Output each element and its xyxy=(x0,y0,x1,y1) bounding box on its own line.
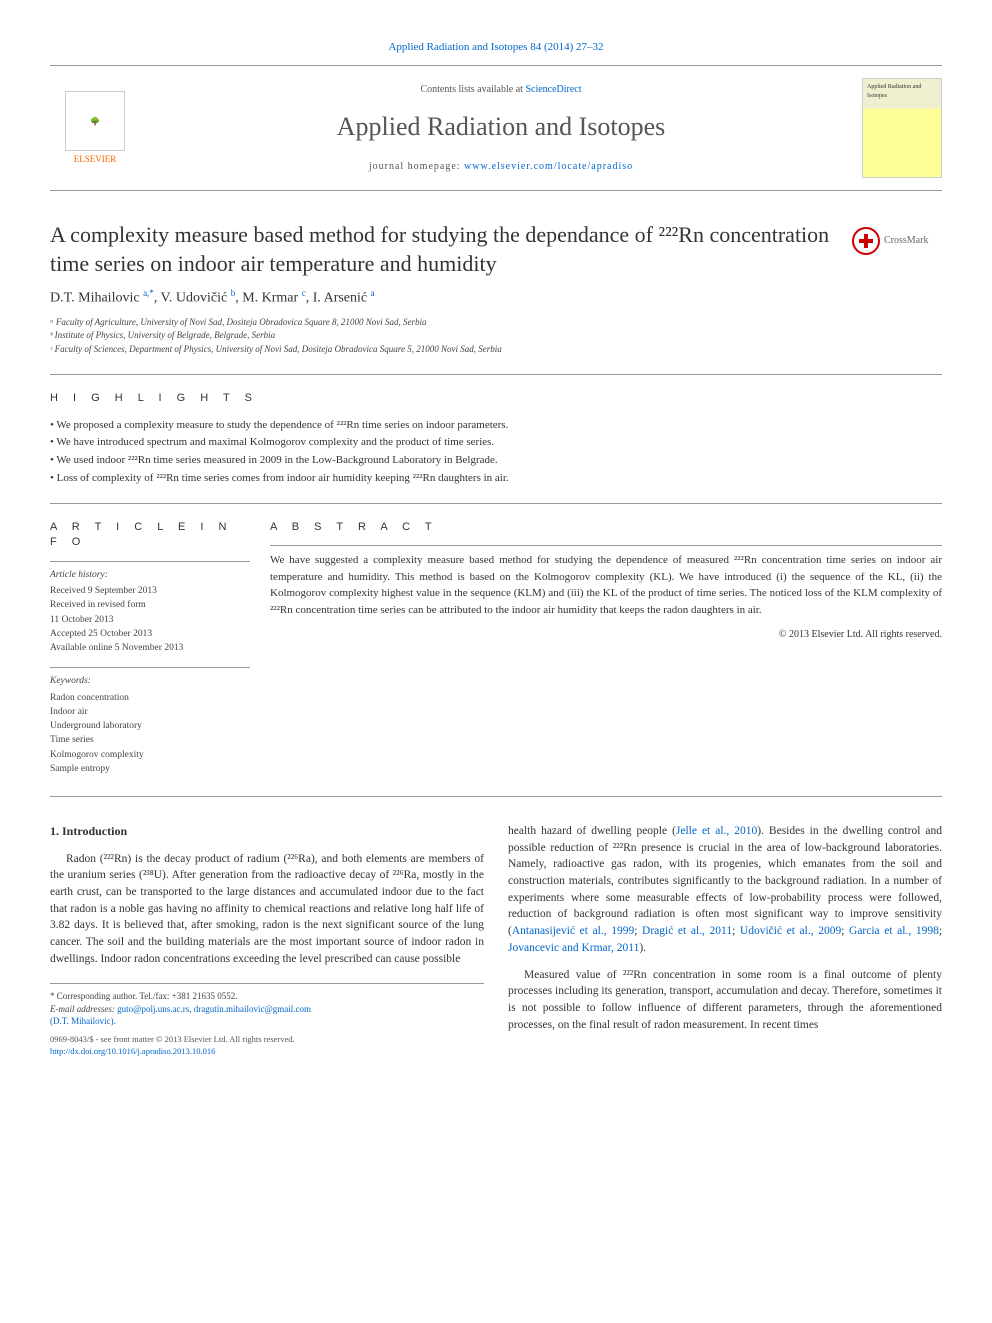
bottom-meta: 0969-8043/$ - see front matter © 2013 El… xyxy=(50,1034,484,1058)
history-line: 11 October 2013 xyxy=(50,613,250,627)
highlights-heading: H I G H L I G H T S xyxy=(50,391,942,406)
email-label: E-mail addresses: xyxy=(50,1004,117,1014)
crossmark-icon xyxy=(852,227,880,255)
homepage-prefix: journal homepage: xyxy=(369,161,464,172)
history-line: Accepted 25 October 2013 xyxy=(50,627,250,641)
intro-para-1: Radon (²²²Rn) is the decay product of ra… xyxy=(50,851,484,968)
abstract-heading: A B S T R A C T xyxy=(270,520,942,535)
affiliation: ᶜ Faculty of Sciences, Department of Phy… xyxy=(50,343,942,357)
journal-citation: Applied Radiation and Isotopes 84 (2014)… xyxy=(50,40,942,55)
footnotes: * Corresponding author. Tel./fax: +381 2… xyxy=(50,983,484,1028)
keyword: Indoor air xyxy=(50,705,250,719)
email-author: (D.T. Mihailovic). xyxy=(50,1016,116,1026)
issn-line: 0969-8043/$ - see front matter © 2013 El… xyxy=(50,1034,484,1046)
email-line: E-mail addresses: guto@polj.uns.ac.rs, d… xyxy=(50,1003,484,1016)
article-title: A complexity measure based method for st… xyxy=(50,221,852,278)
keyword: Kolmogorov complexity xyxy=(50,748,250,762)
publisher-name: ELSEVIER xyxy=(74,153,117,166)
crossmark-label: CrossMark xyxy=(884,234,928,248)
keyword: Radon concentration xyxy=(50,691,250,705)
keyword: Sample entropy xyxy=(50,762,250,776)
article-history: Article history: Received 9 September 20… xyxy=(50,561,250,656)
ref-dragic-2011[interactable]: Dragić et al., 2011 xyxy=(642,925,732,937)
ref-udovicic-2009[interactable]: Udovičić et al., 2009 xyxy=(740,925,841,937)
doi-link[interactable]: http://dx.doi.org/10.1016/j.apradiso.201… xyxy=(50,1046,215,1056)
keyword: Underground laboratory xyxy=(50,719,250,733)
keywords-label: Keywords: xyxy=(50,674,250,688)
ref-antanasijevic-1999[interactable]: Antanasijević et al., 1999 xyxy=(512,925,634,937)
history-label: Article history: xyxy=(50,568,250,582)
keywords-block: Keywords: Radon concentrationIndoor airU… xyxy=(50,667,250,776)
highlight-item: • We have introduced spectrum and maxima… xyxy=(50,434,942,452)
crossmark-badge[interactable]: CrossMark xyxy=(852,221,942,261)
abstract-text: We have suggested a complexity measure b… xyxy=(270,545,942,618)
affiliation: ᵇ Institute of Physics, University of Be… xyxy=(50,329,942,343)
highlight-item: • Loss of complexity of ²²²Rn time serie… xyxy=(50,470,942,488)
keyword: Time series xyxy=(50,733,250,747)
right-column: health hazard of dwelling people (Jelle … xyxy=(508,823,942,1058)
email-link-2[interactable]: dragutin.mihailovic@gmail.com xyxy=(194,1004,311,1014)
history-line: Received 9 September 2013 xyxy=(50,584,250,598)
affiliations: ᵃ Faculty of Agriculture, University of … xyxy=(50,316,942,357)
homepage-link[interactable]: www.elsevier.com/locate/apradiso xyxy=(464,161,633,172)
journal-name: Applied Radiation and Isotopes xyxy=(140,109,862,145)
email-link-1[interactable]: guto@polj.uns.ac.rs xyxy=(117,1004,189,1014)
body-columns: 1. Introduction Radon (²²²Rn) is the dec… xyxy=(50,823,942,1058)
elsevier-logo: 🌳 ELSEVIER xyxy=(50,83,140,173)
ref-garcia-1998[interactable]: Garcia et al., 1998 xyxy=(849,925,939,937)
article-info-heading: A R T I C L E I N F O xyxy=(50,520,250,551)
abstract-copyright: © 2013 Elsevier Ltd. All rights reserved… xyxy=(270,628,942,642)
authors: D.T. Mihailovic a,*, V. Udovičić b, M. K… xyxy=(50,287,942,308)
intro-para-2: health hazard of dwelling people (Jelle … xyxy=(508,823,942,956)
rule xyxy=(50,796,942,797)
ref-jelle-2010[interactable]: Jelle et al., 2010 xyxy=(676,825,757,837)
abstract-column: A B S T R A C T We have suggested a comp… xyxy=(270,520,942,776)
journal-cover-thumbnail: Applied Radiation and Isotopes xyxy=(862,78,942,178)
highlight-item: • We used indoor ²²²Rn time series measu… xyxy=(50,452,942,470)
homepage-line: journal homepage: www.elsevier.com/locat… xyxy=(140,160,862,174)
left-column: 1. Introduction Radon (²²²Rn) is the dec… xyxy=(50,823,484,1058)
sciencedirect-link[interactable]: ScienceDirect xyxy=(525,84,581,95)
history-line: Received in revised form xyxy=(50,598,250,612)
contents-prefix: Contents lists available at xyxy=(420,84,525,95)
highlights-list: • We proposed a complexity measure to st… xyxy=(50,417,942,487)
rule xyxy=(50,374,942,375)
intro-heading: 1. Introduction xyxy=(50,823,484,840)
journal-header: 🌳 ELSEVIER Contents lists available at S… xyxy=(50,65,942,191)
ref-jovancevic-2011[interactable]: Jovancevic and Krmar, 2011 xyxy=(508,942,639,954)
corresponding-author: * Corresponding author. Tel./fax: +381 2… xyxy=(50,990,484,1003)
history-line: Available online 5 November 2013 xyxy=(50,641,250,655)
affiliation: ᵃ Faculty of Agriculture, University of … xyxy=(50,316,942,330)
highlight-item: • We proposed a complexity measure to st… xyxy=(50,417,942,435)
intro-para-3: Measured value of ²²²Rn concentration in… xyxy=(508,967,942,1034)
elsevier-tree-icon: 🌳 xyxy=(65,91,125,151)
article-info-sidebar: A R T I C L E I N F O Article history: R… xyxy=(50,520,270,776)
contents-line: Contents lists available at ScienceDirec… xyxy=(140,83,862,97)
rule xyxy=(50,503,942,504)
